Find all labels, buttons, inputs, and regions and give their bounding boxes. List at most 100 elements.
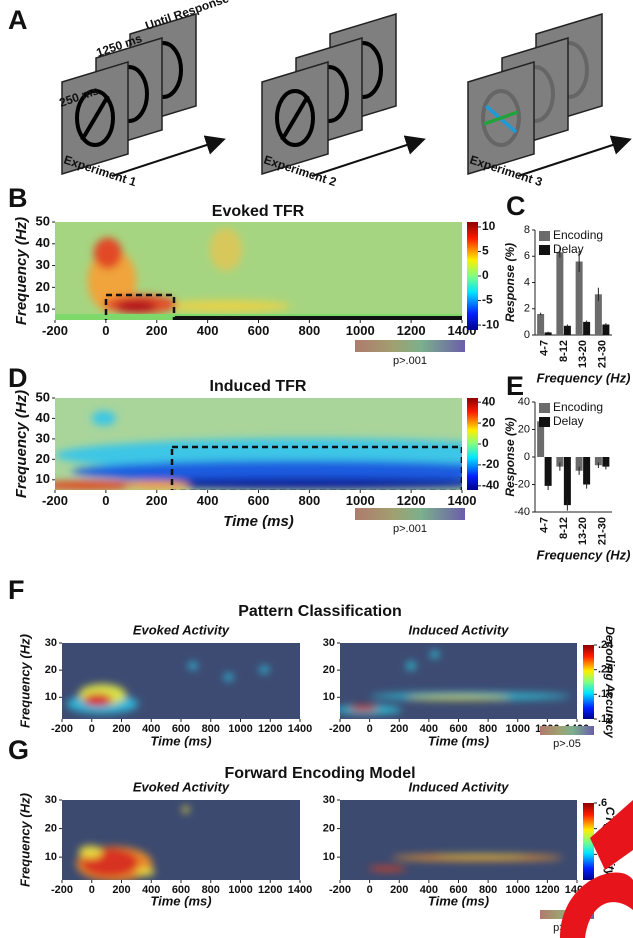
heat-blob <box>368 866 407 872</box>
y-tick-label: 30 <box>36 430 50 445</box>
heat-blob <box>78 845 103 859</box>
y-tick-label: 30 <box>36 257 50 272</box>
x-tick-label: 1000 <box>506 723 530 735</box>
decoration <box>560 872 633 938</box>
y-tick-label: -40 <box>514 506 530 518</box>
x-tick-label: 200 <box>390 723 408 735</box>
x-tick-label: 400 <box>142 884 160 896</box>
x-tick-label: -200 <box>329 884 351 896</box>
x-axis-label: Frequency (Hz) <box>537 370 631 385</box>
heatmap <box>76 806 190 880</box>
heat-blob <box>223 673 234 681</box>
y-tick-label: 10 <box>45 851 57 863</box>
x-tick-label: 1400 <box>288 723 312 735</box>
heatmap <box>340 650 570 715</box>
colorbar-tick-label: .20 <box>598 664 613 676</box>
heatmap-blobs <box>76 806 190 880</box>
legend-swatch <box>539 231 550 241</box>
significance-label: p>.001 <box>393 523 427 535</box>
colorbar-tick-label: 0 <box>482 268 489 282</box>
y-tick-label: 20 <box>45 664 57 676</box>
y-axis-label: Frequency (Hz) <box>17 793 32 887</box>
heat-blob <box>124 480 190 490</box>
grating <box>280 94 310 142</box>
heat-blob <box>406 695 511 700</box>
grating <box>80 94 110 142</box>
time-arrow <box>111 135 226 177</box>
bar <box>583 457 591 485</box>
y-tick-label: 0 <box>524 451 530 463</box>
panel-label: D <box>8 363 28 393</box>
x-tick-label: 0 <box>367 723 373 735</box>
decoration <box>590 800 633 870</box>
x-tick-label: 1200 <box>535 884 559 896</box>
x-tick-label: 200 <box>146 323 168 338</box>
heat-blob <box>182 806 190 813</box>
heat-blob <box>103 478 462 490</box>
x-tick-label: 800 <box>299 493 321 508</box>
colorbar-tick-label: 40 <box>482 394 496 408</box>
x-tick-label: 800 <box>299 323 321 338</box>
colorbar-tick-label: -20 <box>482 457 500 471</box>
significance-bar <box>355 340 465 352</box>
x-tick-label: -200 <box>51 723 73 735</box>
significance-bar <box>355 508 465 520</box>
significance-bar <box>540 726 594 735</box>
legend-label: Delay <box>553 242 584 256</box>
x-axis-label: Time (ms) <box>428 733 489 748</box>
y-tick-label: 10 <box>323 691 335 703</box>
x-tick-label: 0 <box>102 323 109 338</box>
x-axis-label: Time (ms) <box>150 733 211 748</box>
x-tick-label: 1000 <box>346 323 375 338</box>
x-tick-label: 0 <box>367 884 373 896</box>
colorbar-tick-label: .12 <box>598 713 613 725</box>
heat-blob <box>259 665 270 674</box>
heat-blob <box>83 693 112 707</box>
x-tick-label: -200 <box>329 723 351 735</box>
x-tick-label: 600 <box>449 884 467 896</box>
heat-blob <box>91 410 117 426</box>
y-tick-label: 10 <box>323 851 335 863</box>
time-arrow <box>311 135 426 177</box>
x-tick-label: 1400 <box>448 493 477 508</box>
y-axis-label: Response (%) <box>503 417 517 496</box>
bar <box>575 457 583 471</box>
ring <box>75 89 115 147</box>
colorbar-tick-label: 5 <box>482 244 489 258</box>
y-tick-label: 10 <box>36 471 50 486</box>
cue <box>483 110 519 126</box>
heat-blob <box>55 480 145 490</box>
heatmap-blobs <box>55 410 462 490</box>
x-tick-label: 400 <box>197 493 219 508</box>
colorbar-tick-label: .6 <box>598 797 607 809</box>
heat-blob <box>160 300 292 313</box>
x-tick-label: 800 <box>479 884 497 896</box>
bar <box>602 324 610 335</box>
y-tick-label: 4 <box>524 276 530 288</box>
y-tick-label: 30 <box>45 794 57 806</box>
y-tick-label: 10 <box>36 301 50 316</box>
x-tick-label: 600 <box>248 493 270 508</box>
heat-blob <box>406 661 416 671</box>
bar <box>575 261 583 335</box>
panel-title: Evoked TFR <box>212 203 305 220</box>
panel-title: Forward Encoding Model <box>224 765 415 782</box>
panel-label: A <box>8 5 28 35</box>
x-tick-label: 1000 <box>506 884 530 896</box>
heatmap <box>66 662 270 714</box>
panel-title: Pattern Classification <box>238 603 402 620</box>
heat-blob <box>135 868 155 876</box>
y-tick-label: 20 <box>518 423 530 435</box>
y-tick-label: 8 <box>524 224 530 236</box>
x-tick-label: 13-20 <box>577 340 589 368</box>
heat-blob <box>430 650 440 659</box>
x-tick-label: 4-7 <box>539 340 551 356</box>
x-tick-label: 1200 <box>258 884 282 896</box>
x-tick-label: 21-30 <box>596 340 608 368</box>
x-tick-label: 1200 <box>397 493 426 508</box>
colorbar-tick-label: .16 <box>598 688 613 700</box>
subtitle: Induced Activity <box>409 622 510 637</box>
bar <box>583 321 591 335</box>
y-axis-label: Frequency (Hz) <box>13 217 30 325</box>
legend-swatch <box>539 403 550 413</box>
